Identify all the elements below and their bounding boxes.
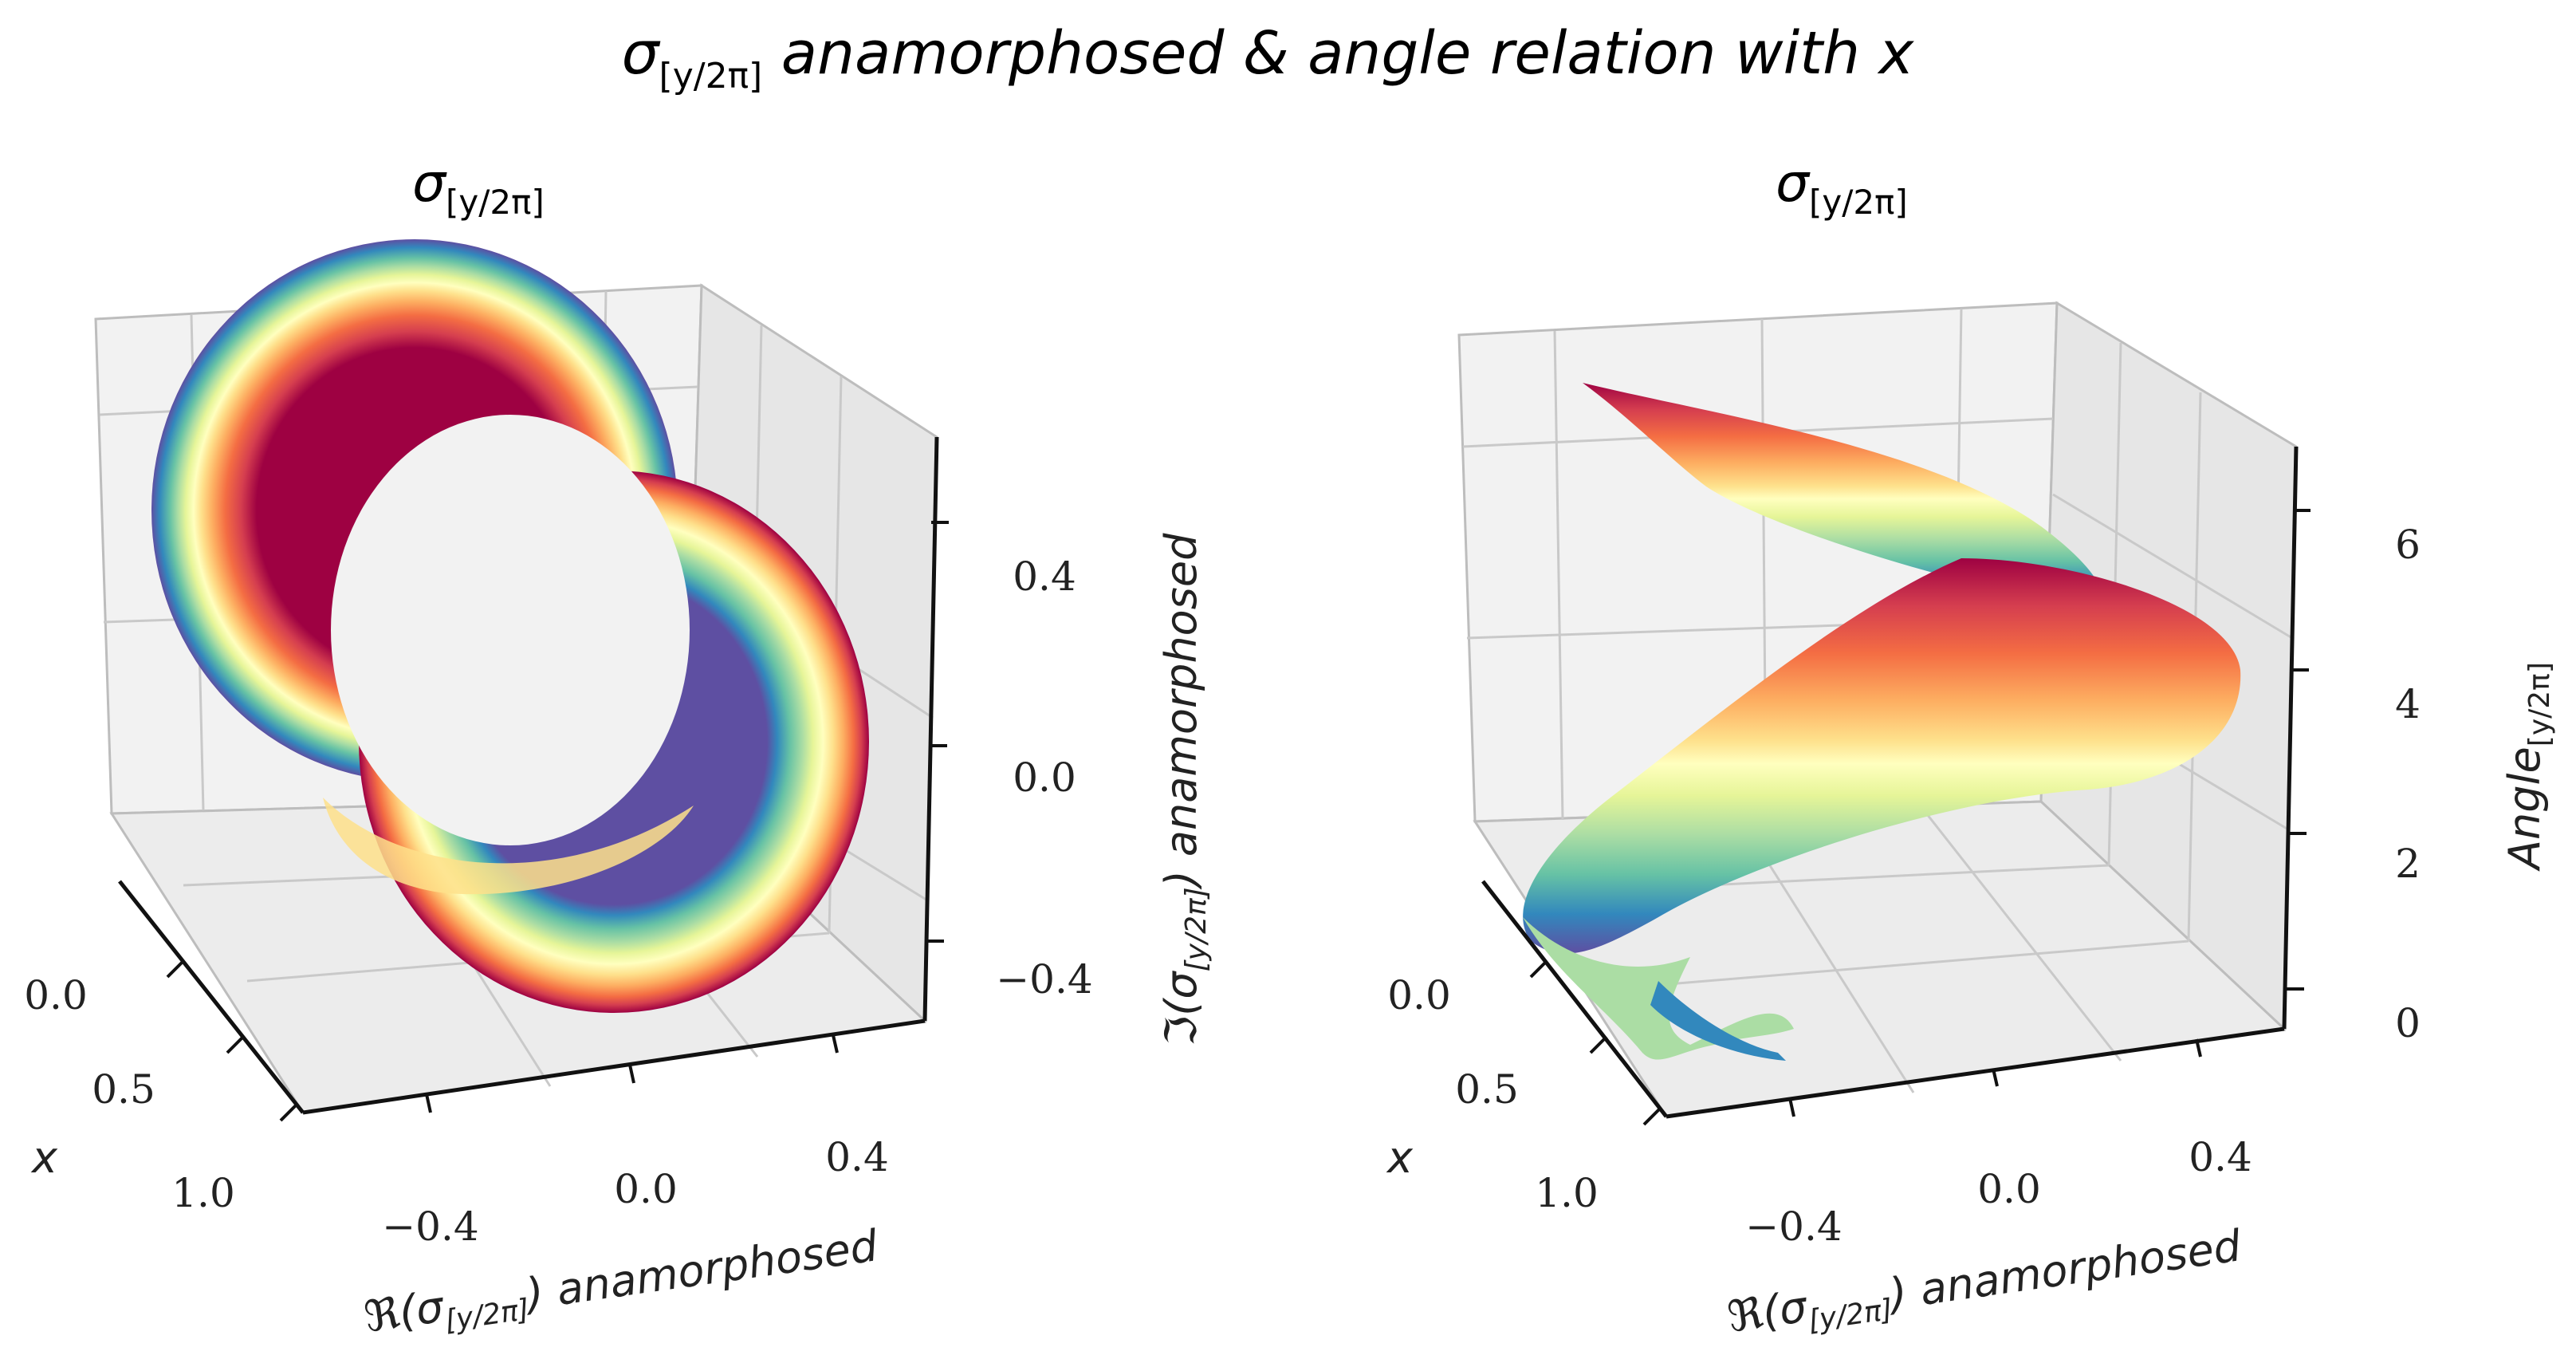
- right-z-tick-0: 0: [2395, 1000, 2421, 1046]
- right-y-tick-1: 0.0: [1977, 1166, 2041, 1212]
- helix-middle-band: [1523, 558, 2241, 954]
- left-z-label-rest: ) anamorphosed: [1156, 533, 1206, 890]
- right-x-tick-2: 1.0: [1535, 1170, 1599, 1216]
- right-x-label: x: [1386, 1133, 1414, 1183]
- chart-left-title-main: σ: [412, 152, 447, 214]
- left-z-tick-0: −0.4: [996, 956, 1092, 1003]
- left-y-label-sub: [y/2π]: [443, 1294, 532, 1337]
- right-x-tick-1: 0.5: [1455, 1066, 1519, 1113]
- right-y-label-sub: [y/2π]: [1807, 1294, 1895, 1337]
- chart-right-title-main: σ: [1776, 152, 1811, 214]
- suptitle-sigma: σ: [622, 19, 661, 88]
- left-z-label-main: ℑ(σ: [1156, 971, 1206, 1046]
- chart-left-title: σ[y/2π]: [412, 152, 545, 222]
- right-y-tick-0: −0.4: [1745, 1203, 1842, 1250]
- right-z-tick-3: 6: [2395, 522, 2421, 568]
- left-x-label: x: [30, 1133, 58, 1183]
- right-y-axis: [1666, 1026, 2285, 1119]
- right-z-label: Angle[y/2π]: [2499, 662, 2556, 872]
- left-scatter-ring: [151, 239, 869, 1013]
- left-x-tick-0: 0.0: [24, 972, 88, 1018]
- right-y-label-main: ℜ(σ: [1725, 1281, 1811, 1341]
- chart-right: σ[y/2π]: [1386, 152, 2556, 1342]
- left-y-tick-2: 0.4: [825, 1134, 889, 1180]
- left-z-label: ℑ(σ[y/2π]) anamorphosed: [1156, 533, 1213, 1046]
- left-z-ticks: 0.4 0.0 −0.4 ℑ(σ[y/2π]) anamorphosed: [926, 521, 1213, 1046]
- right-scatter-helix: [1523, 383, 2241, 1061]
- right-y-tick-2: 0.4: [2189, 1134, 2252, 1180]
- left-x-ticks: 0.0 0.5 1.0 x: [24, 959, 298, 1216]
- left-x-tick-1: 0.5: [92, 1066, 155, 1113]
- left-y-axis: [302, 1018, 926, 1115]
- right-z-tick-2: 4: [2395, 681, 2421, 727]
- right-z-ticks: 6 4 2 0 Angle[y/2π]: [2287, 509, 2556, 1046]
- chart-left: σ[y/2π]: [24, 152, 1213, 1342]
- figure-suptitle: σ[y/2π] anamorphosed & angle relation wi…: [622, 19, 1915, 97]
- ring-hole: [331, 415, 690, 845]
- right-y-label-rest: ) anamorphosed: [1883, 1220, 2244, 1320]
- left-y-label-rest: ) anamorphosed: [520, 1220, 881, 1320]
- ring-overlap-band: [323, 798, 694, 895]
- helix-bottom-tip: [1650, 981, 1786, 1061]
- left-z-tick-2: 0.4: [1013, 553, 1076, 600]
- helix-upper-band: [1583, 383, 2105, 606]
- right-x-tick-0: 0.0: [1387, 972, 1451, 1018]
- right-z-tick-1: 2: [2395, 841, 2421, 887]
- suptitle-rest: anamorphosed & angle relation with x: [762, 19, 1914, 88]
- left-x-axis: [118, 880, 305, 1114]
- left-z-label-sub: [y/2π]: [1180, 887, 1213, 971]
- left-z-tick-1: 0.0: [1013, 754, 1076, 801]
- right-z-axis: [2282, 446, 2299, 1030]
- suptitle-subscript: [y/2π]: [659, 56, 763, 97]
- left-x-tick-2: 1.0: [171, 1170, 235, 1216]
- chart-right-title-sub: [y/2π]: [1809, 183, 1908, 222]
- chart-right-title: σ[y/2π]: [1776, 152, 1908, 222]
- right-x-axis: [1481, 880, 1668, 1118]
- left-y-label-main: ℜ(σ: [361, 1281, 448, 1341]
- chart-left-title-sub: [y/2π]: [446, 183, 545, 222]
- right-x-ticks: 0.0 0.5 1.0 x: [1386, 959, 1662, 1216]
- right-z-label-sub: [y/2π]: [2523, 662, 2556, 746]
- left-z-axis: [922, 436, 939, 1022]
- left-y-tick-1: 0.0: [614, 1166, 678, 1212]
- right-z-label-main: Angle: [2499, 746, 2550, 872]
- left-y-tick-0: −0.4: [382, 1203, 478, 1250]
